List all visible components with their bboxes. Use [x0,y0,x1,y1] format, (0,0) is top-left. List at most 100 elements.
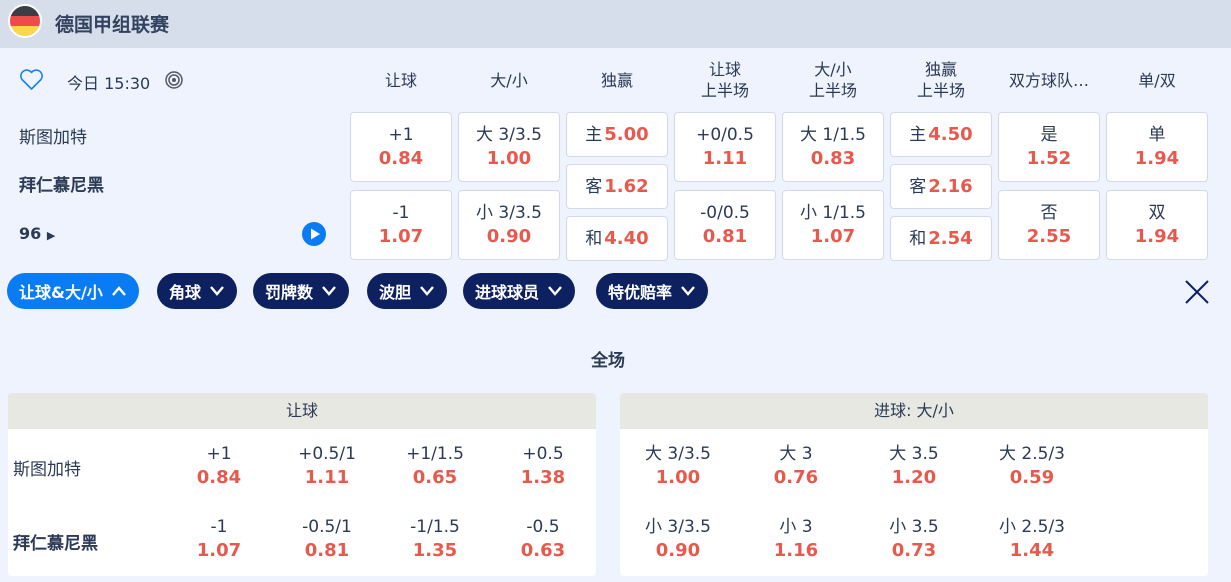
odds-button-ou_1h[interactable]: 小 1/1.5 1.07 [782,190,884,260]
odds-option[interactable]: +0.5/1 1.11 [277,442,377,490]
odds-value: 1.00 [486,148,532,169]
more-markets-link[interactable]: 96 ▶ [19,224,55,243]
odds-value: 2.55 [1026,226,1072,247]
filter-chip[interactable]: 角球 [157,273,238,309]
odds-value: 1.44 [1009,540,1055,561]
odds-button-x12_1h[interactable]: 主 4.50 [890,112,992,157]
home-team: 斯图加特 [19,128,87,148]
odds-button-hdp_1h[interactable]: -0/0.5 0.81 [674,190,776,260]
away-team: 拜仁慕尼黑 [19,176,104,196]
filter-chip[interactable]: 特优赔率 [596,273,709,309]
odds-button-btts[interactable]: 是 1.52 [998,112,1100,182]
odds-value: 1.16 [773,540,819,561]
odds-value: 1.38 [520,467,566,488]
odds-label: 大 3/3.5 [645,444,711,464]
odds-button-x12[interactable]: 和 4.40 [566,216,668,261]
odds-label: -1/1.5 [410,517,460,537]
odds-button-ou_1h[interactable]: 大 1/1.5 0.83 [782,112,884,182]
odds-label: 单 [1148,125,1166,145]
odds-value: 0.84 [196,467,242,488]
league-title: 德国甲组联赛 [55,14,170,36]
odds-label: 大 2.5/3 [999,444,1065,464]
odds-option[interactable]: 小 3 1.16 [746,515,846,563]
odds-button-oe[interactable]: 双 1.94 [1106,190,1208,260]
filter-chip[interactable]: 罚牌数 [253,273,350,309]
column-header: 独赢 上半场 [916,60,965,100]
odds-label: +0/0.5 [696,125,754,145]
odds-button-hdp[interactable]: -1 1.07 [350,190,452,260]
odds-option[interactable]: 大 3.5 1.20 [864,442,964,490]
play-video-icon[interactable] [302,222,326,246]
odds-button-x12[interactable]: 主 5.00 [566,112,668,157]
odds-button-hdp[interactable]: +1 0.84 [350,112,452,182]
odds-button-x12_1h[interactable]: 客 2.16 [890,164,992,209]
odds-label: 客 [909,176,927,197]
odds-value: 1.94 [1134,226,1180,247]
odds-label: +0.5 [522,444,564,464]
odds-label: 小 3/3.5 [476,203,542,223]
odds-option[interactable]: -1 1.07 [169,515,269,563]
odds-button-x12[interactable]: 客 1.62 [566,164,668,209]
odds-option[interactable]: 小 3.5 0.73 [864,515,964,563]
odds-option[interactable]: +1/1.5 0.65 [385,442,485,490]
filter-chip[interactable]: 波胆 [367,273,448,309]
odds-option[interactable]: -1/1.5 1.35 [385,515,485,563]
odds-label: 小 2.5/3 [999,517,1065,537]
filter-label: 进球球员 [475,283,540,302]
favorite-heart-icon[interactable] [19,69,44,91]
chevron-down-icon [210,286,224,296]
odds-label: -0/0.5 [700,203,750,223]
live-tracker-icon[interactable] [165,71,183,89]
odds-option[interactable]: 大 3/3.5 1.00 [628,442,728,490]
odds-option[interactable]: 大 3 0.76 [746,442,846,490]
odds-option[interactable]: 小 3/3.5 0.90 [628,515,728,563]
odds-label: +1/1.5 [406,444,464,464]
odds-option[interactable]: -0.5/1 0.81 [277,515,377,563]
odds-value: 1.07 [196,540,242,561]
odds-value: 4.50 [928,123,973,145]
odds-value: 0.59 [1009,467,1055,488]
away-team: 拜仁慕尼黑 [13,534,98,554]
odds-label: +1 [206,444,232,464]
odds-value: 1.94 [1134,148,1180,169]
odds-label: 和 [909,228,927,249]
odds-option[interactable]: 大 2.5/3 0.59 [982,442,1082,490]
league-header: 德国甲组联赛 [0,0,1231,48]
odds-option[interactable]: 小 2.5/3 1.44 [982,515,1082,563]
odds-option[interactable]: -0.5 0.63 [493,515,593,563]
odds-value: 0.90 [655,540,701,561]
odds-option[interactable]: +0.5 1.38 [493,442,593,490]
odds-label: 双 [1148,203,1166,223]
odds-button-ou[interactable]: 小 3/3.5 0.90 [458,190,560,260]
filter-label: 让球&大/小 [19,283,103,302]
handicap-table-title: 让球 [8,393,596,429]
odds-value: 0.73 [891,540,937,561]
column-header: 大/小 上半场 [808,60,857,100]
more-markets-count: 96 [19,224,42,243]
chevron-up-icon [111,286,126,296]
odds-button-x12_1h[interactable]: 和 2.54 [890,216,992,261]
odds-value: 0.84 [378,148,424,169]
odds-option[interactable]: +1 0.84 [169,442,269,490]
filter-label: 特优赔率 [608,283,673,302]
chevron-down-icon [681,286,695,296]
close-icon[interactable] [1184,279,1210,305]
column-header: 让球 [384,70,417,90]
odds-label: -1 [210,517,228,537]
odds-button-hdp_1h[interactable]: +0/0.5 1.11 [674,112,776,182]
filter-label: 角球 [169,283,202,302]
odds-button-ou[interactable]: 大 3/3.5 1.00 [458,112,560,182]
odds-value: 4.40 [604,227,649,249]
odds-button-btts[interactable]: 否 2.55 [998,190,1100,260]
odds-button-oe[interactable]: 单 1.94 [1106,112,1208,182]
odds-label: 是 [1040,125,1058,145]
goals-table-title: 进球: 大/小 [620,393,1208,429]
odds-value: 1.07 [378,226,424,247]
odds-value: 2.16 [928,175,973,197]
filter-chip[interactable]: 让球&大/小 [7,273,139,309]
odds-value: 0.63 [520,540,566,561]
filter-chip[interactable]: 进球球员 [463,273,576,309]
odds-label: +0.5/1 [298,444,356,464]
odds-value: 1.20 [891,467,937,488]
odds-label: -0.5/1 [302,517,352,537]
